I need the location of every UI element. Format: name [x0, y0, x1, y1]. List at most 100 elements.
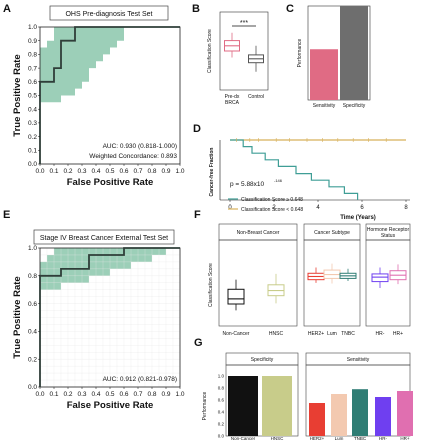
- panel-e-y-tick-label: 0.0: [28, 384, 37, 391]
- panel-e-auc: AUC: 0.912 (0.821-0.978): [103, 376, 177, 383]
- panel-g-bar-hr: [397, 391, 413, 436]
- panel-f-cat-label: HNSC: [269, 331, 284, 337]
- panel-d-p-exponent: -146: [274, 178, 283, 183]
- panel-g-cat-label: HR-: [379, 436, 387, 440]
- panel-d-p-value: p = 5.88x10: [230, 181, 265, 188]
- panel-g-bar-noncancer: [228, 376, 258, 436]
- panel-a-y-tick-label: 0.7: [28, 65, 37, 72]
- panel-g-cat-label: HNSC: [271, 436, 285, 440]
- panel-a-x-tick-label: 0.6: [119, 168, 128, 175]
- panel-d-y-label: Cancer-free Fraction: [209, 148, 215, 197]
- panel-e-x-tick-label: 0.2: [63, 391, 72, 398]
- panel-f-cat-label: HR-: [376, 331, 385, 337]
- panel-f-cat-label: TNBC: [341, 331, 355, 337]
- panel-f-facet-title: Status: [381, 233, 396, 239]
- panel-g-y-tick-label: 0.0: [218, 434, 225, 439]
- panel-a-y-tick-label: 1.0: [28, 24, 37, 31]
- panel-g-y-tick-label: 0.6: [218, 398, 225, 403]
- panel-c-bar-specificity: [340, 6, 368, 100]
- panel-d-x-tick-label: 8: [404, 205, 408, 211]
- panel-d-x-tick-label: 4: [316, 205, 320, 211]
- panel-b-letter: B: [192, 3, 200, 15]
- panel-d-x-tick-label: 0: [228, 205, 232, 211]
- panel-g-bar-lum: [331, 394, 347, 436]
- panel-a-x-tick-label: 0.9: [161, 168, 170, 175]
- panel-d-legend-high: Classification Score ≥ 0.648: [241, 197, 303, 203]
- panel-e-x-tick-label: 0.5: [105, 391, 114, 398]
- panel-g-cat-label: HER2+: [310, 436, 325, 440]
- panel-g-cat-label: Lum: [335, 436, 344, 440]
- panel-c-plot-frame: [307, 5, 371, 101]
- panel-a-x-tick-label: 0.2: [63, 168, 72, 175]
- panel-a-x-tick-label: 0.7: [133, 168, 142, 175]
- panel-g-cat-label: TNBC: [354, 436, 367, 440]
- panel-e-y-tick-label: 0.6: [28, 301, 37, 308]
- panel-e-x-tick-label: 1.0: [175, 391, 184, 398]
- panel-a-y-tick-label: 0.8: [28, 52, 37, 59]
- panel-g-bar-her2: [309, 403, 325, 436]
- panel-g-facet-title: Specificity: [251, 357, 274, 363]
- panel-c-cat-label: Sensitivity: [313, 103, 336, 109]
- panel-f-box-noncancer-box: [227, 288, 245, 305]
- panel-a-auc: AUC: 0.930 (0.818-1.000): [103, 143, 177, 150]
- panel-a-y-tick-label: 0.0: [28, 161, 37, 168]
- panel-e-y-tick-label: 1.0: [28, 245, 37, 252]
- panel-f-facet-frame: [365, 239, 411, 327]
- panel-a-concordance: Weighted Concordance: 0.893: [89, 153, 177, 160]
- panel-e-title: Stage IV Breast Cancer External Test Set: [40, 235, 168, 242]
- panel-a-ci-band: [40, 27, 180, 103]
- panel-a-y-tick-label: 0.1: [28, 148, 37, 155]
- panel-d-x-label: Time (Years): [340, 215, 376, 221]
- panel-d-curve-high: [230, 139, 359, 200]
- panel-g-cat-label: HR+: [400, 436, 409, 440]
- panel-f-facet-frame: [303, 239, 361, 327]
- panel-f-facet-frame: [218, 239, 298, 327]
- panel-a-x-label: False Positive Rate: [67, 177, 154, 188]
- panel-f-cat-label: Lum: [327, 331, 337, 337]
- panel-g-bar-hnsc: [262, 376, 292, 436]
- panel-g-y-tick-label: 1.0: [218, 374, 225, 379]
- panel-f-box-hr-box: [371, 273, 389, 283]
- panel-e-roc-curve: [39, 247, 180, 387]
- panel-f-y-label: Classification Score: [208, 263, 214, 307]
- panel-a-y-label: True Positive Rate: [12, 54, 23, 136]
- panel-e-x-tick-label: 0.0: [35, 391, 44, 398]
- panel-f-facet-title: Hormone Receptor: [367, 227, 410, 233]
- panel-g-y-tick-label: 0.2: [218, 422, 225, 427]
- panel-e-y-label: True Positive Rate: [12, 276, 23, 358]
- panel-c-cat-label: Specificity: [343, 103, 366, 109]
- panel-a-y-tick-label: 0.9: [28, 38, 37, 45]
- panel-e-x-label: False Positive Rate: [67, 400, 154, 411]
- panel-f-letter: F: [194, 209, 201, 221]
- panel-a-y-tick-label: 0.4: [28, 106, 37, 113]
- panel-b-cat-label: Control: [248, 94, 264, 100]
- panel-a-x-tick-label: 0.0: [35, 168, 44, 175]
- panel-e-y-tick-label: 0.2: [28, 356, 37, 363]
- panel-e-x-tick-label: 0.7: [133, 391, 142, 398]
- panel-a-x-tick-label: 1.0: [175, 168, 184, 175]
- panel-b-plot-frame: [219, 11, 269, 91]
- panel-f-facet-title: Cancer Subtype: [314, 230, 350, 236]
- panel-a-letter: A: [3, 3, 11, 15]
- panel-g-cat-label: Non-Cancer: [231, 436, 256, 440]
- panel-a-y-tick-label: 0.3: [28, 120, 37, 127]
- panel-b-cat-label: Pre-dx: [225, 94, 240, 100]
- panel-c-y-label: Performance: [297, 38, 303, 67]
- panel-a-title: OHS Pre-diagnosis Test Set: [65, 11, 152, 18]
- panel-f-facet-title: Non-Breast Cancer: [237, 230, 280, 236]
- panel-e-x-tick-label: 0.9: [161, 391, 170, 398]
- panel-c-letter: C: [286, 3, 294, 15]
- panel-e-title-box: [33, 229, 175, 245]
- panel-a-x-tick-label: 0.5: [105, 168, 114, 175]
- panel-g-y-tick-label: 0.4: [218, 410, 225, 415]
- panel-c-bar-sensitivity: [310, 49, 338, 100]
- panel-e-letter: E: [3, 209, 10, 221]
- panel-f-cat-label: HR+: [393, 331, 403, 337]
- panel-d-legend-low: Classification Score < 0.648: [241, 207, 303, 213]
- panel-e-x-tick-label: 0.3: [77, 391, 86, 398]
- panel-a-x-tick-label: 0.1: [49, 168, 58, 175]
- panel-a-x-tick-label: 0.8: [147, 168, 156, 175]
- panel-d-x-tick-label: 6: [360, 205, 364, 211]
- panel-b-sig-label: ***: [240, 20, 248, 27]
